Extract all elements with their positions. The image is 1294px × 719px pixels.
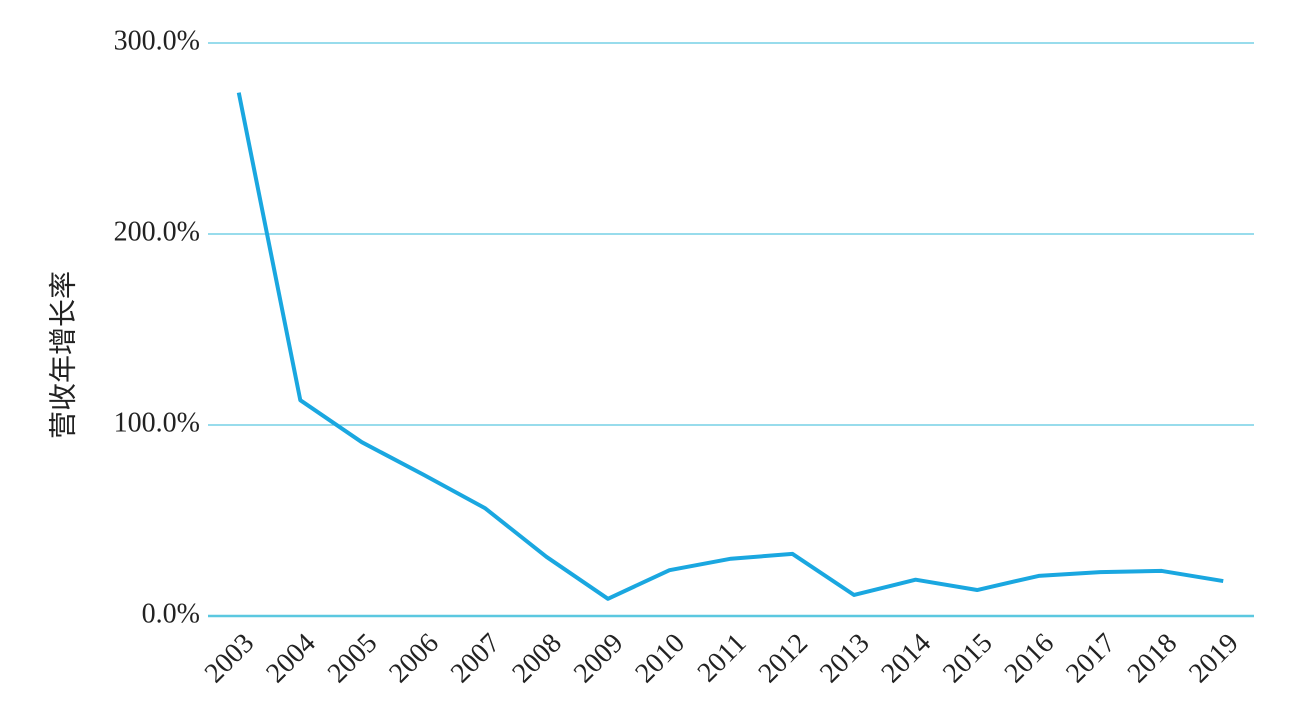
y-tick-label: 100.0%: [114, 407, 200, 438]
y-tick-label: 200.0%: [114, 216, 200, 247]
y-axis-label: 营收年增长率: [47, 271, 79, 439]
x-tick-label: 2011: [692, 628, 753, 689]
x-tick-label: 2004: [260, 628, 322, 690]
x-tick-label: 2003: [199, 628, 261, 690]
x-tick-label: 2019: [1183, 628, 1245, 690]
x-tick-label: 2015: [937, 628, 999, 690]
x-tick-label: 2013: [814, 628, 876, 690]
y-tick-label: 300.0%: [114, 25, 200, 56]
x-tick-label: 2018: [1122, 628, 1184, 690]
line-series: [236, 92, 1224, 601]
x-tick-label: 2017: [1060, 628, 1122, 690]
y-tick-label: 0.0%: [142, 598, 200, 629]
x-tick-label: 2009: [568, 628, 630, 690]
x-tick-label: 2007: [445, 628, 507, 690]
x-tick-label: 2016: [999, 628, 1061, 690]
x-tick-label: 2010: [629, 628, 691, 690]
x-tick-label: 2012: [753, 628, 815, 690]
x-tick-label: 2005: [322, 628, 384, 690]
x-tick-label: 2006: [383, 628, 445, 690]
x-tick-label: 2008: [506, 628, 568, 690]
x-tick-label: 2014: [876, 628, 938, 690]
